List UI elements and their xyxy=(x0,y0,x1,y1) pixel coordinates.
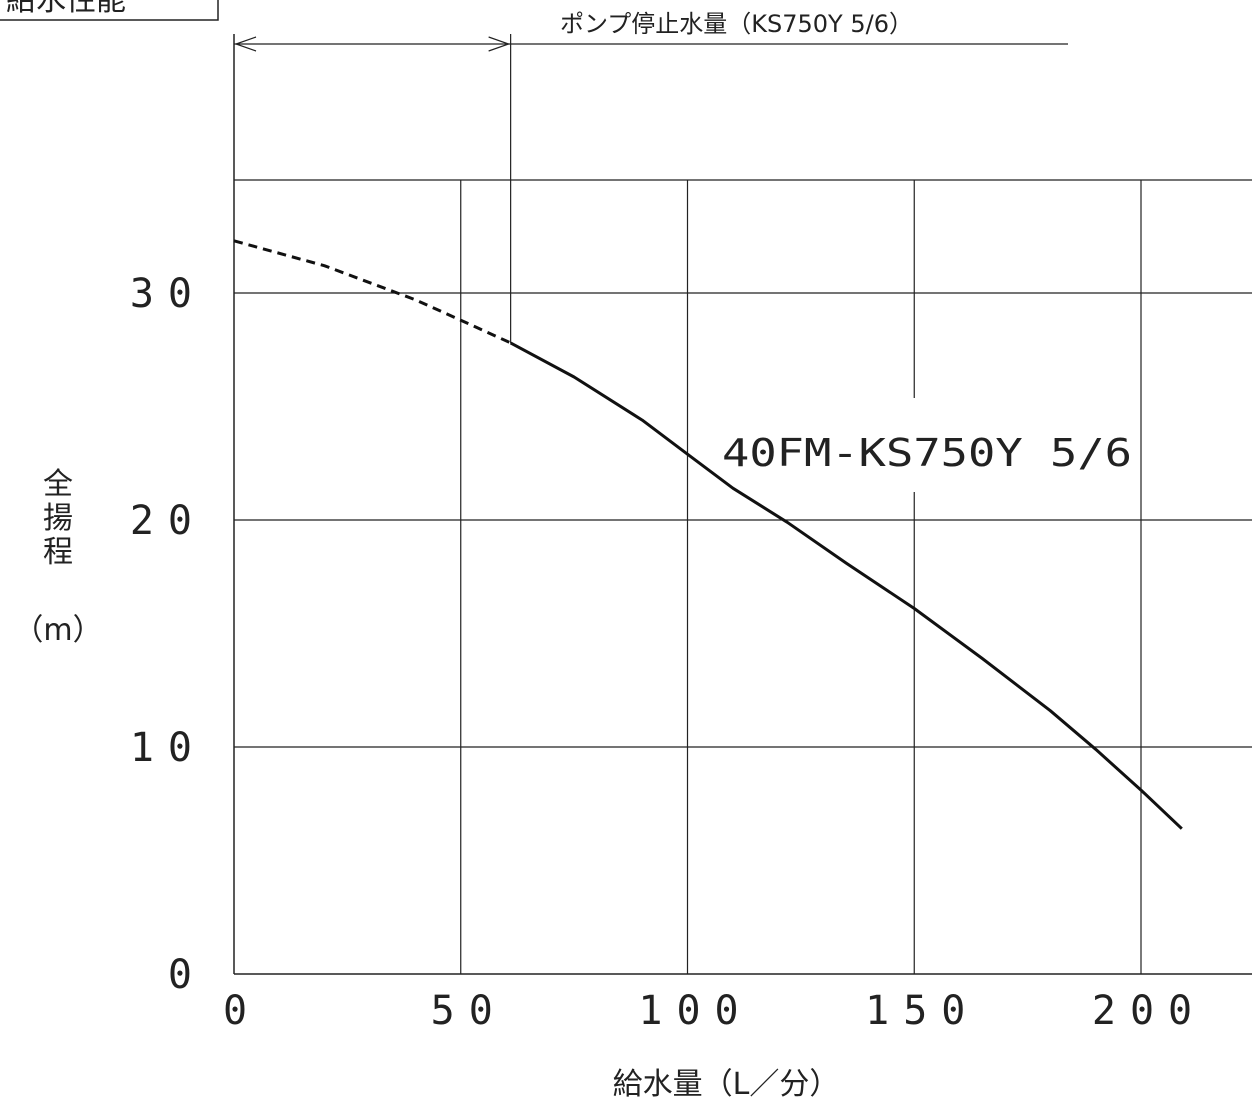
y-axis-title-char: 揚 xyxy=(43,501,73,536)
x-tick-label: 0 xyxy=(223,988,261,1034)
series-layer xyxy=(233,239,1183,830)
x-tick-label: 150 xyxy=(865,988,979,1034)
y-axis-title-char: 程 xyxy=(43,535,73,570)
pump-stop-note: ポンプ停止水量（KS750Y 5/6） xyxy=(560,10,913,38)
pump-stop-annotation xyxy=(234,34,1068,343)
y-tick-label: 10 xyxy=(130,725,206,771)
grid xyxy=(233,34,1252,975)
y-tick-label: 20 xyxy=(130,498,206,544)
y-tick-label: 30 xyxy=(130,271,206,317)
series-curve-solid xyxy=(509,341,1183,830)
range-arrow-right xyxy=(488,36,511,52)
x-axis-title: 給水量（L／分） xyxy=(613,1067,840,1102)
y-tick-label: 0 xyxy=(168,952,206,998)
corner-title: 給水性能 xyxy=(6,0,126,18)
y-axis-unit: （m） xyxy=(13,613,102,648)
x-tick-label: 100 xyxy=(638,988,752,1034)
tick-labels: 0 50 100 150 200 0 10 20 30 xyxy=(130,271,1206,1034)
series-label: 40FM-KS750Y 5/6 xyxy=(722,431,1132,475)
series-curve-dashed xyxy=(233,239,512,345)
y-axis-title-char: 全 xyxy=(43,467,73,502)
y-axis-title: 全揚程 xyxy=(43,467,73,570)
x-tick-label: 50 xyxy=(431,988,507,1034)
corner-title-box xyxy=(0,0,219,21)
x-tick-label: 200 xyxy=(1092,988,1206,1034)
range-arrow-left xyxy=(234,36,257,52)
